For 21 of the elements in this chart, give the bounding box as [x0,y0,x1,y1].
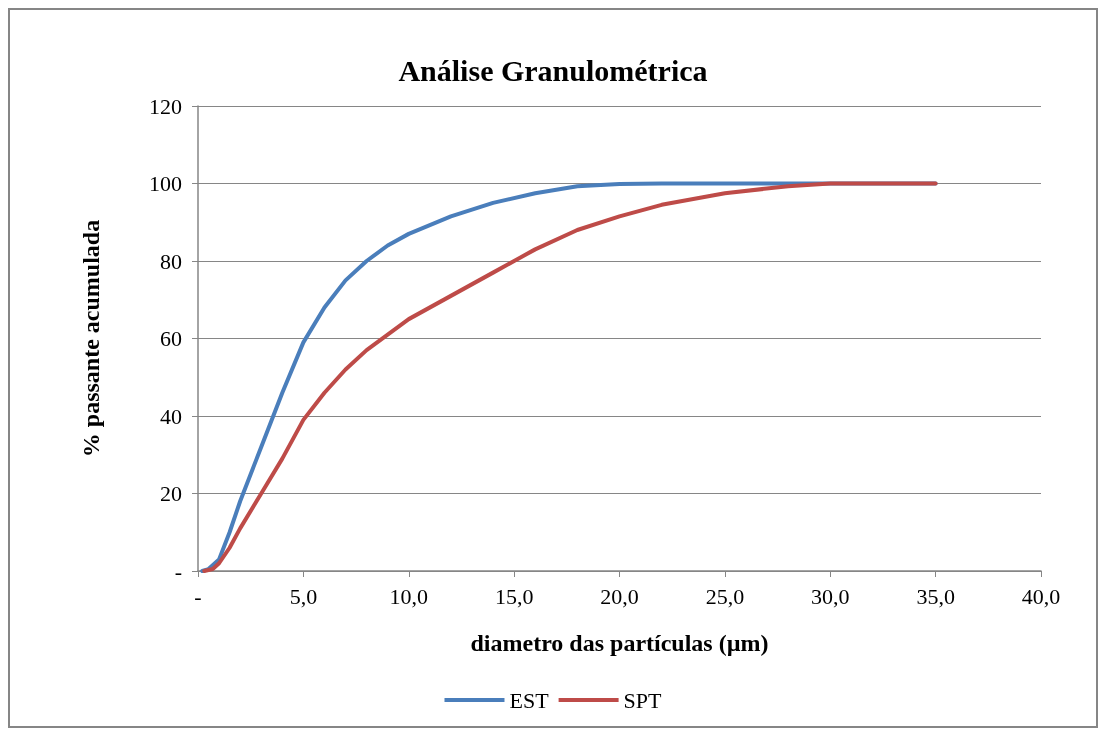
legend-label: EST [509,687,550,713]
y-tick-label: 80 [160,248,182,274]
y-tick-label: 20 [160,481,182,506]
x-tick-label: 15,0 [494,583,534,609]
x-tick-label: 25,0 [705,583,745,609]
y-tick-label: 40 [160,403,182,429]
x-tick-label: - [194,583,202,609]
x-tick-label: 35,0 [916,583,955,609]
x-tick-label: 20,0 [600,583,639,609]
x-tick-label: 30,0 [811,583,850,609]
y-tick-label: 120 [149,93,182,119]
y-tick-label: 60 [160,326,182,351]
y-tick-label: - [174,558,182,584]
chart-title: Análise Granulométrica [398,53,708,87]
x-tick-label: 5,0 [289,583,318,609]
y-axis-title: % passante acumulada [78,219,104,458]
y-tick-label: 100 [149,171,182,196]
legend-label: SPT [623,687,663,713]
x-tick-label: 10,0 [389,583,428,609]
x-axis-title: diametro das partículas (µm) [470,630,769,656]
x-tick-label: 40,0 [1021,583,1061,609]
